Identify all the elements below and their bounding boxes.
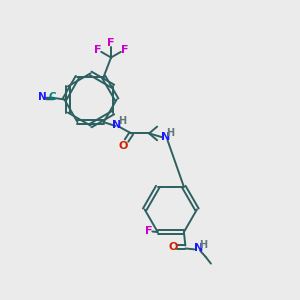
Text: F: F: [121, 45, 128, 55]
Text: H: H: [118, 116, 126, 126]
Text: H: H: [167, 128, 175, 138]
Text: F: F: [145, 226, 153, 236]
Text: N: N: [38, 92, 47, 102]
Text: N: N: [194, 243, 203, 254]
Text: H: H: [199, 240, 207, 250]
Text: C: C: [48, 92, 56, 102]
Text: N: N: [161, 132, 170, 142]
Text: F: F: [94, 45, 101, 55]
Text: F: F: [107, 38, 115, 48]
Text: N: N: [112, 119, 122, 130]
Text: O: O: [168, 242, 178, 252]
Text: O: O: [118, 141, 128, 151]
